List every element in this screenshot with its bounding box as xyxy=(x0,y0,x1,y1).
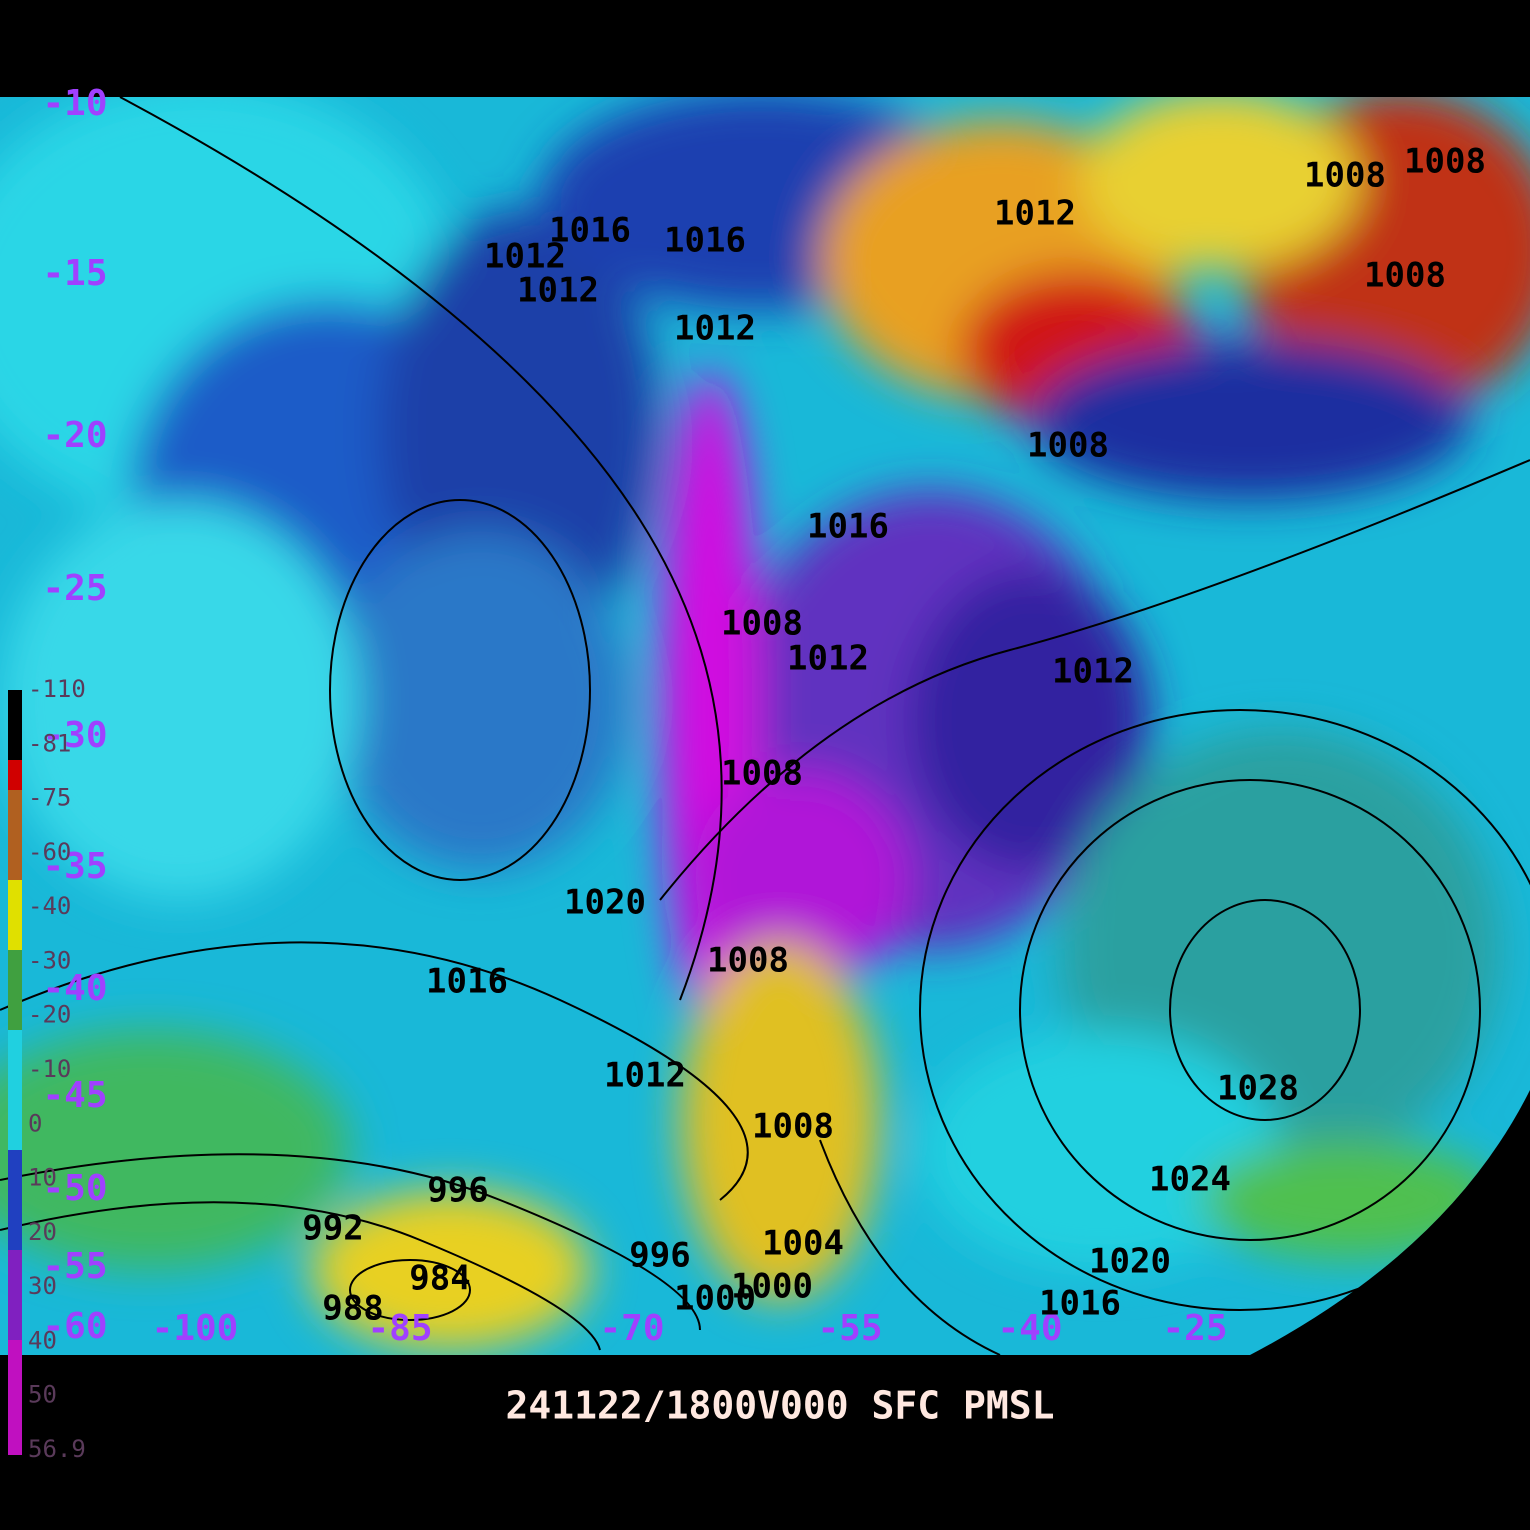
isobar-label: 1012 xyxy=(994,194,1076,234)
isobar-label: 1016 xyxy=(426,962,508,1002)
colorbar-label: 50 xyxy=(28,1381,57,1409)
colorbar-label: -75 xyxy=(28,784,71,812)
colorbar-label: 0 xyxy=(28,1109,42,1137)
latitude-label: -15 xyxy=(42,253,107,294)
isobar-label: 1008 xyxy=(721,604,803,644)
isobar-label: 1012 xyxy=(604,1056,686,1096)
isobar-label: 1008 xyxy=(721,754,803,794)
latitude-label: -40 xyxy=(42,968,107,1009)
isobar-label: 1012 xyxy=(484,237,566,277)
map-title: 241122/1800V000 SFC PMSL xyxy=(505,1384,1054,1428)
latitude-label: -20 xyxy=(42,415,107,456)
isobar-label: 1028 xyxy=(1217,1069,1299,1109)
longitude-label: -100 xyxy=(152,1308,239,1349)
latitude-label: -10 xyxy=(42,83,107,124)
longitude-label: -55 xyxy=(817,1308,882,1349)
longitude-label: -70 xyxy=(599,1308,664,1349)
isobar-label: 1008 xyxy=(1364,256,1446,296)
isobars xyxy=(0,96,1530,1356)
latitude-label: -55 xyxy=(42,1246,107,1287)
isobar-label: 1012 xyxy=(787,639,869,679)
isobar-label: 1008 xyxy=(1027,426,1109,466)
colorbar-label: 30 xyxy=(28,1272,57,1300)
isobar-label: 1012 xyxy=(517,271,599,311)
colorbar-label: 40 xyxy=(28,1326,57,1354)
colorbar-label: 10 xyxy=(28,1164,57,1192)
isobar-label: 1012 xyxy=(674,309,756,349)
isobar-label: 992 xyxy=(302,1209,363,1249)
latitude-label: -50 xyxy=(42,1168,107,1209)
colorbar-label: -20 xyxy=(28,1001,71,1029)
isobar-label: 1008 xyxy=(707,941,789,981)
latitude-label: -35 xyxy=(42,846,107,887)
longitude-label: -25 xyxy=(1162,1308,1227,1349)
isobar-label: 1016 xyxy=(807,507,889,547)
isobar-label: 1000 xyxy=(731,1267,813,1307)
isobar-label: 1008 xyxy=(1304,156,1386,196)
colorbar xyxy=(8,690,22,1455)
isobar-label: 1016 xyxy=(664,221,746,261)
isobar-label: 1000 xyxy=(674,1279,756,1319)
isobar-label: 1016 xyxy=(1039,1284,1121,1324)
colorbar-label: -10 xyxy=(28,1055,71,1083)
colorbar-label: -110 xyxy=(28,675,86,703)
longitude-label: -85 xyxy=(367,1308,432,1349)
isobar-label: 1024 xyxy=(1149,1160,1231,1200)
isobar-label: 1020 xyxy=(1089,1242,1171,1282)
isobar-label: 988 xyxy=(322,1289,383,1329)
colorbar-label: -60 xyxy=(28,838,71,866)
longitude-label: -40 xyxy=(997,1308,1062,1349)
isobar-label: 1004 xyxy=(762,1224,844,1264)
isobar-label: 1012 xyxy=(1052,652,1134,692)
isobar-label: 1020 xyxy=(564,883,646,923)
latitude-label: -60 xyxy=(42,1306,107,1347)
isobar-label: 1008 xyxy=(752,1107,834,1147)
colorbar-label: 20 xyxy=(28,1218,57,1246)
latitude-label: -25 xyxy=(42,568,107,609)
colorbar-label: -30 xyxy=(28,946,71,974)
colorbar-label: -81 xyxy=(28,729,71,757)
isobar-label: 984 xyxy=(409,1259,470,1299)
colorbar-label: -40 xyxy=(28,892,71,920)
colorbar-label: 56.9 xyxy=(28,1435,86,1463)
isobar-label: 996 xyxy=(427,1171,488,1211)
isobar-label: 996 xyxy=(629,1236,690,1276)
latitude-label: -30 xyxy=(42,715,107,756)
satellite-image xyxy=(0,97,1530,1355)
latitude-label: -45 xyxy=(42,1075,107,1116)
isobar-label: 1016 xyxy=(549,211,631,251)
isobar-label: 1008 xyxy=(1404,142,1486,182)
